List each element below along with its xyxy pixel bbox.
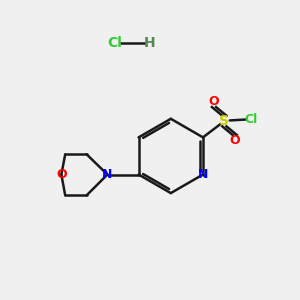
Text: N: N xyxy=(102,168,112,181)
Text: H: H xyxy=(144,36,156,50)
Text: O: O xyxy=(209,95,219,108)
Text: Cl: Cl xyxy=(244,113,258,126)
Text: O: O xyxy=(56,168,67,181)
Text: S: S xyxy=(219,114,230,128)
Text: N: N xyxy=(198,168,208,181)
Text: Cl: Cl xyxy=(107,36,122,50)
Text: O: O xyxy=(230,134,240,147)
